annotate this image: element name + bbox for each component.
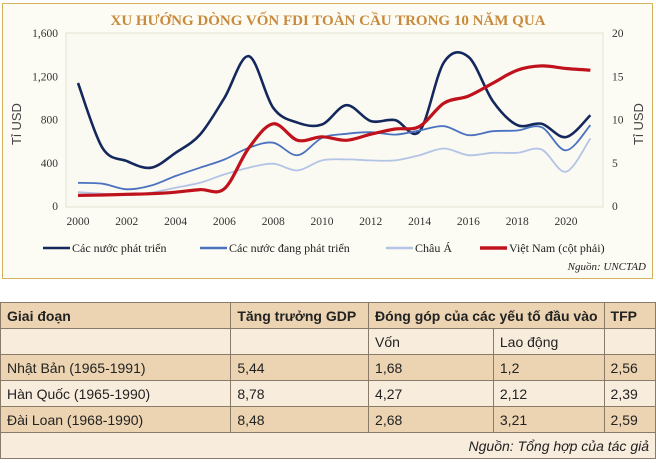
table-row: Nhật Bản (1965-1991) 5,44 1,68 1,2 2,56	[0, 354, 656, 381]
x-tick-label: 2004	[164, 216, 187, 228]
fdi-line-chart: XU HƯỚNG DÒNG VỐN FDI TOÀN CẦU TRONG 10 …	[9, 11, 646, 273]
subheader-cell	[0, 328, 232, 355]
chart-container: XU HƯỚNG DÒNG VỐN FDI TOÀN CẦU TRONG 10 …	[2, 3, 653, 279]
cell: 8,78	[230, 380, 370, 407]
chart-title: XU HƯỚNG DÒNG VỐN FDI TOÀN CẦU TRONG 10 …	[110, 11, 545, 29]
y2-axis-label: Tỉ USD	[631, 103, 646, 145]
y-tick-label: 400	[41, 158, 59, 170]
cell: 4,27	[368, 380, 494, 407]
cell: 2,68	[368, 406, 494, 433]
y-axis-label: Tỉ USD	[9, 103, 24, 145]
y-tick-label: 0	[52, 201, 58, 213]
y2-tick-label: 20	[612, 28, 624, 40]
x-tick-label: 2014	[408, 216, 431, 228]
subheader-labor: Lao động	[492, 328, 605, 355]
cell: 1,2	[492, 354, 605, 381]
table-source: Nguồn: Tổng hợp của tác giả	[0, 432, 656, 459]
cell: Đài Loan (1968-1990)	[0, 406, 232, 433]
subheader-cell	[230, 328, 370, 355]
series-line-3	[77, 64, 591, 197]
table-source-row: Nguồn: Tổng hợp của tác giả	[0, 432, 656, 459]
x-tick-label: 2002	[115, 216, 138, 228]
cell: 3,21	[492, 406, 605, 433]
x-tick-label: 2012	[359, 216, 382, 228]
y2-tick-label: 5	[612, 158, 618, 170]
y-tick-label: 800	[41, 115, 59, 127]
header-gdp: Tăng trưởng GDP	[230, 302, 370, 329]
legend-label: Châu Á	[415, 241, 452, 255]
legend-label: Các nước phát triển	[72, 241, 166, 255]
legend-label: Việt Nam (cột phải)	[509, 241, 605, 255]
y-tick-label: 1,600	[32, 28, 58, 40]
cell: 2,39	[603, 380, 656, 407]
cell: 1,68	[368, 354, 494, 381]
growth-accounting-table: Giai đoạn Tăng trưởng GDP Đóng góp của c…	[0, 302, 656, 459]
chart-source: Nguồn: UNCTAD	[567, 261, 646, 273]
legend-label: Các nước đang phát triển	[229, 241, 350, 255]
y-tick-label: 1,200	[32, 71, 58, 83]
cell: 5,44	[230, 354, 370, 381]
x-tick-label: 2020	[555, 216, 578, 228]
header-tfp: TFP	[603, 302, 656, 329]
cell: Nhật Bản (1965-1991)	[0, 354, 232, 381]
subheader-cell	[603, 328, 656, 355]
x-tick-label: 2008	[262, 216, 285, 228]
header-period: Giai đoạn	[0, 302, 232, 329]
cell: 2,59	[603, 406, 656, 433]
cell: 8,48	[230, 406, 370, 433]
x-tick-label: 2016	[457, 216, 480, 228]
plot-area	[65, 32, 604, 208]
y2-tick-label: 0	[612, 201, 618, 213]
header-inputs: Đóng góp của các yếu tố đầu vào	[368, 302, 605, 329]
cell: Hàn Quốc (1965-1990)	[0, 380, 232, 407]
cell: 2,12	[492, 380, 605, 407]
table-subheader-row: Vốn Lao động	[0, 328, 656, 355]
y2-tick-label: 10	[612, 115, 624, 127]
x-tick-label: 2010	[311, 216, 334, 228]
x-tick-label: 2000	[67, 216, 90, 228]
table-header-row: Giai đoạn Tăng trưởng GDP Đóng góp của c…	[0, 302, 656, 329]
series-line-0	[76, 51, 592, 170]
table-row: Đài Loan (1968-1990) 8,48 2,68 3,21 2,59	[0, 406, 656, 433]
series-line-1	[77, 124, 592, 191]
subheader-capital: Vốn	[368, 328, 494, 355]
x-tick-label: 2018	[506, 216, 529, 228]
series-line-2	[77, 137, 592, 196]
y2-tick-label: 15	[612, 71, 624, 83]
cell: 2,56	[603, 354, 656, 381]
table-row: Hàn Quốc (1965-1990) 8,78 4,27 2,12 2,39	[0, 380, 656, 407]
x-tick-label: 2006	[213, 216, 236, 228]
